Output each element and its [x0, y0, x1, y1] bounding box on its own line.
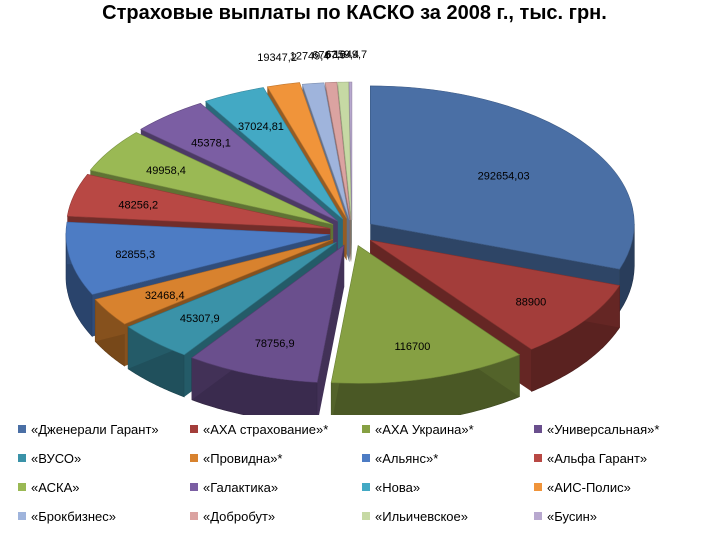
data-label: 48256,2 — [118, 199, 158, 211]
legend-swatch — [18, 512, 26, 520]
data-label: 32468,4 — [145, 290, 185, 302]
data-label: 12749,4 — [290, 51, 330, 63]
legend-label: «Галактика» — [203, 479, 279, 495]
data-label: 49958,4 — [146, 165, 186, 177]
pie-slice — [94, 239, 334, 325]
pie-slice — [191, 244, 345, 383]
legend-item: «Провидна»* — [190, 449, 283, 467]
legend-swatch — [534, 454, 542, 462]
legend-item: «Дженерали Гарант» — [18, 420, 159, 438]
legend-item: «Ильичевское» — [362, 507, 468, 525]
data-label: 82855,3 — [115, 249, 155, 261]
data-label: 37024,81 — [238, 121, 284, 133]
legend-label: «АСКА» — [31, 479, 80, 495]
legend-item: «АИС-Полис» — [534, 478, 631, 496]
legend-swatch — [18, 454, 26, 462]
legend-label: «Добробут» — [203, 508, 276, 524]
legend-label: «АХА страхование»* — [203, 421, 329, 437]
legend-item: «АХА страхование»* — [190, 420, 328, 438]
pie-slice — [266, 82, 347, 219]
legend-swatch — [534, 512, 542, 520]
pie-slice — [66, 173, 331, 229]
data-label: 116700 — [394, 341, 430, 353]
data-label: 1649,7 — [333, 49, 367, 61]
pie-slice — [370, 85, 635, 270]
legend-swatch — [190, 425, 198, 433]
data-label: 88900 — [516, 297, 547, 309]
legend-swatch — [190, 512, 198, 520]
pie-slice — [140, 102, 338, 222]
legend-label: «Провидна»* — [203, 450, 283, 466]
legend-swatch — [534, 425, 542, 433]
legend-swatch — [18, 483, 26, 491]
legend-item: «Галактика» — [190, 478, 278, 496]
pie-slice — [204, 87, 344, 220]
legend-label: «ВУСО» — [31, 450, 82, 466]
legend-label: «Нова» — [375, 479, 421, 495]
pie-slice — [348, 81, 353, 221]
data-label: 45307,9 — [180, 313, 220, 325]
legend-label: «АИС-Полис» — [547, 479, 631, 495]
legend-swatch — [534, 483, 542, 491]
legend-swatch — [362, 483, 370, 491]
legend-label: «Универсальная»* — [547, 421, 660, 437]
legend-swatch — [190, 483, 198, 491]
chart-title: Страховые выплаты по КАСКО за 2008 г., т… — [102, 2, 607, 24]
pie-slice — [89, 132, 334, 225]
data-label: 6767,9 — [312, 50, 346, 62]
legend-item: «Бусин» — [534, 507, 597, 525]
legend-item: «Универсальная»* — [534, 420, 659, 438]
legend-label: «Дженерали Гарант» — [31, 421, 159, 437]
legend-label: «Бусин» — [547, 508, 598, 524]
legend-swatch — [362, 425, 370, 433]
pie-slice — [65, 221, 331, 295]
legend-item: «АХА Украина»* — [362, 420, 474, 438]
legend-label: «АХА Украина»* — [375, 421, 474, 437]
legend-swatch — [190, 454, 198, 462]
pie-slice — [370, 239, 621, 350]
legend-swatch — [362, 512, 370, 520]
data-label: 19347,2 — [257, 52, 297, 64]
legend-item: «Добробут» — [190, 507, 275, 525]
legend-item: «Брокбизнес» — [18, 507, 116, 525]
legend-label: «Альфа Гарант» — [547, 450, 648, 466]
legend-item: «Нова» — [362, 478, 420, 496]
data-label: 6359,4 — [325, 49, 359, 61]
legend-label: «Альянс»* — [375, 450, 439, 466]
legend-item: «ВУСО» — [18, 449, 81, 467]
pie-slice — [324, 81, 351, 221]
pie-slice — [337, 81, 352, 221]
legend-label: «Брокбизнес» — [31, 508, 117, 524]
pie-slice — [301, 82, 350, 221]
pie-chart: 292654,03 88900 116700 78756,9 45307,9 32468,… — [65, 49, 635, 415]
data-label: 78756,9 — [255, 338, 295, 350]
legend-item: «Альянс»* — [362, 449, 438, 467]
pie-slice — [127, 241, 337, 356]
legend-item: «АСКА» — [18, 478, 79, 496]
legend-label: «Ильичевское» — [375, 508, 468, 524]
legend-swatch — [362, 454, 370, 462]
data-label: 45378,1 — [191, 138, 231, 150]
legend-swatch — [18, 425, 26, 433]
pie-slice — [330, 244, 521, 384]
data-label: 292654,03 — [478, 170, 530, 182]
legend-item: «Альфа Гарант» — [534, 449, 647, 467]
